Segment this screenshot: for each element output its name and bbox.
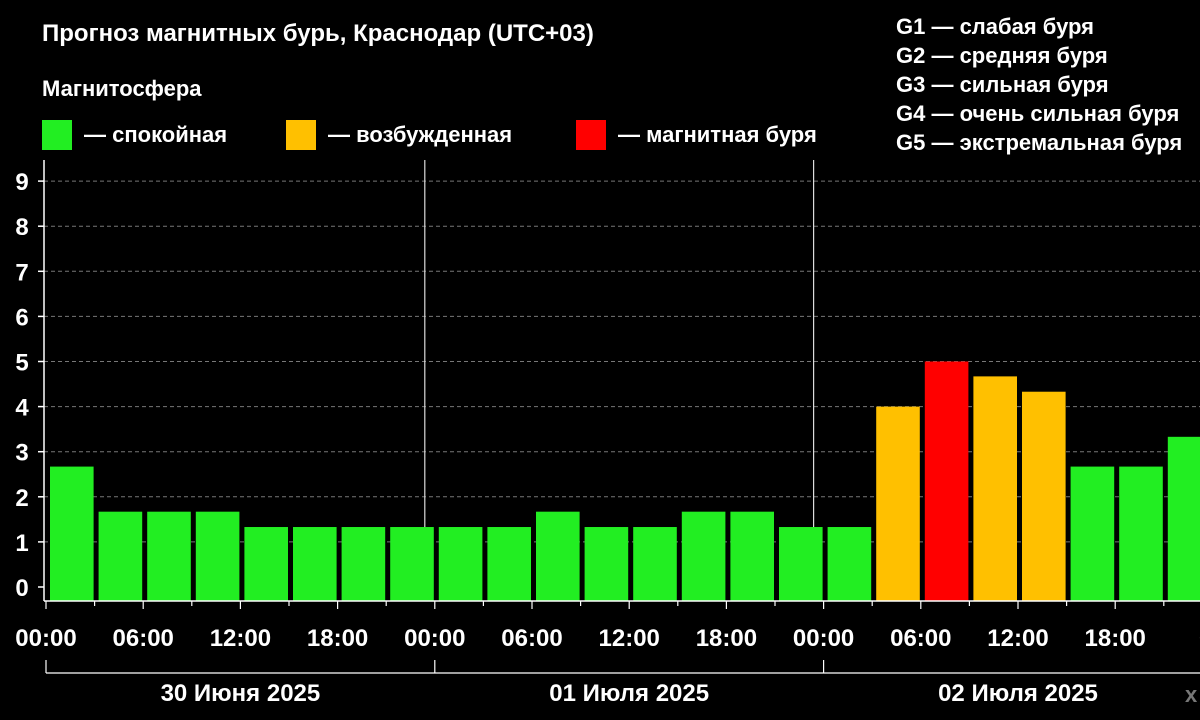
y-tick-label-4: 4 (15, 395, 29, 422)
g-scale-item-g2: G2 — средняя буря (896, 43, 1108, 68)
bar-20 (1022, 391, 1066, 601)
bar-2 (147, 511, 191, 601)
day-label-1: 01 Июля 2025 (549, 680, 709, 707)
legend-item-excited: — возбужденная (286, 120, 512, 150)
bar-17 (876, 406, 920, 601)
bar-21 (1070, 466, 1115, 601)
bar-4 (244, 527, 288, 601)
watermark: x (1185, 682, 1198, 707)
g-scale-item-g5: G5 — экстремальная буря (896, 130, 1183, 155)
x-tick-label-5: 06:00 (501, 625, 562, 652)
bar-14 (730, 511, 774, 601)
chart-title: Прогноз магнитных бурь, Краснодар (UTC+0… (42, 20, 594, 47)
x-tick-label-0: 00:00 (15, 625, 76, 652)
legend: — спокойная — возбужденная — магнитная б… (42, 120, 942, 150)
x-tick-label-11: 18:00 (1085, 625, 1146, 652)
legend-swatch-storm (576, 120, 606, 150)
bar-18 (924, 361, 969, 601)
y-tick-label-7: 7 (15, 259, 28, 286)
day-label-0: 30 Июня 2025 (161, 680, 321, 707)
g-scale-legend: G1 — слабая буря G2 — средняя буря G3 — … (896, 12, 1200, 162)
y-tick-label-8: 8 (15, 214, 28, 241)
bar-12 (633, 527, 677, 601)
y-tick-label-9: 9 (15, 169, 28, 196)
bar-7 (390, 527, 434, 601)
bar-19 (973, 376, 1017, 601)
bar-15 (779, 527, 823, 601)
bar-9 (487, 527, 531, 601)
bar-10 (536, 511, 580, 601)
bar-23 (1167, 436, 1200, 601)
x-tick-label-6: 12:00 (599, 625, 660, 652)
x-tick-label-10: 12:00 (987, 625, 1048, 652)
bar-22 (1119, 466, 1163, 601)
y-tick-label-1: 1 (15, 530, 28, 557)
legend-swatch-calm (42, 120, 72, 150)
bar-16 (827, 527, 872, 601)
legend-swatch-excited (286, 120, 316, 150)
g-scale-item-g3: G3 — сильная буря (896, 72, 1109, 97)
legend-label-calm: — спокойная (84, 122, 228, 147)
g-scale-item-g1: G1 — слабая буря (896, 14, 1095, 39)
y-tick-label-5: 5 (15, 350, 28, 377)
legend-label-storm: — магнитная буря (618, 122, 817, 147)
bar-6 (341, 527, 386, 601)
g-scale-item-g4: G4 — очень сильная буря (896, 101, 1180, 126)
bar-3 (195, 511, 240, 601)
bar-11 (584, 527, 629, 601)
y-tick-label-2: 2 (15, 485, 28, 512)
legend-title: Магнитосфера (42, 76, 202, 101)
day-label-2: 02 Июля 2025 (938, 680, 1098, 707)
legend-item-storm: — магнитная буря (576, 120, 817, 150)
bar-0 (50, 466, 94, 601)
x-tick-label-2: 12:00 (210, 625, 271, 652)
x-tick-label-9: 06:00 (890, 625, 951, 652)
legend-label-excited: — возбужденная (328, 122, 513, 147)
legend-item-calm: — спокойная (42, 120, 227, 150)
x-tick-label-4: 00:00 (404, 625, 465, 652)
y-tick-label-3: 3 (15, 440, 28, 467)
bar-8 (438, 527, 483, 601)
bar-1 (98, 511, 143, 601)
y-tick-label-6: 6 (15, 304, 28, 331)
bar-5 (293, 527, 337, 601)
y-tick-label-0: 0 (15, 575, 28, 602)
bar-13 (681, 511, 726, 601)
x-tick-label-7: 18:00 (696, 625, 757, 652)
x-tick-label-3: 18:00 (307, 625, 368, 652)
x-tick-label-8: 00:00 (793, 625, 854, 652)
x-tick-label-1: 06:00 (113, 625, 174, 652)
